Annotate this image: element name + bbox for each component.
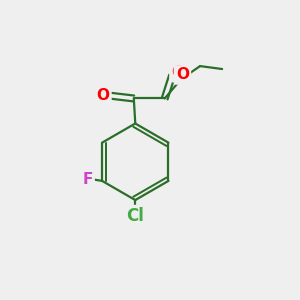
Text: F: F <box>82 172 93 187</box>
Text: O: O <box>172 65 184 80</box>
Text: O: O <box>176 68 189 82</box>
Text: O: O <box>96 88 110 103</box>
Text: Cl: Cl <box>126 207 144 225</box>
